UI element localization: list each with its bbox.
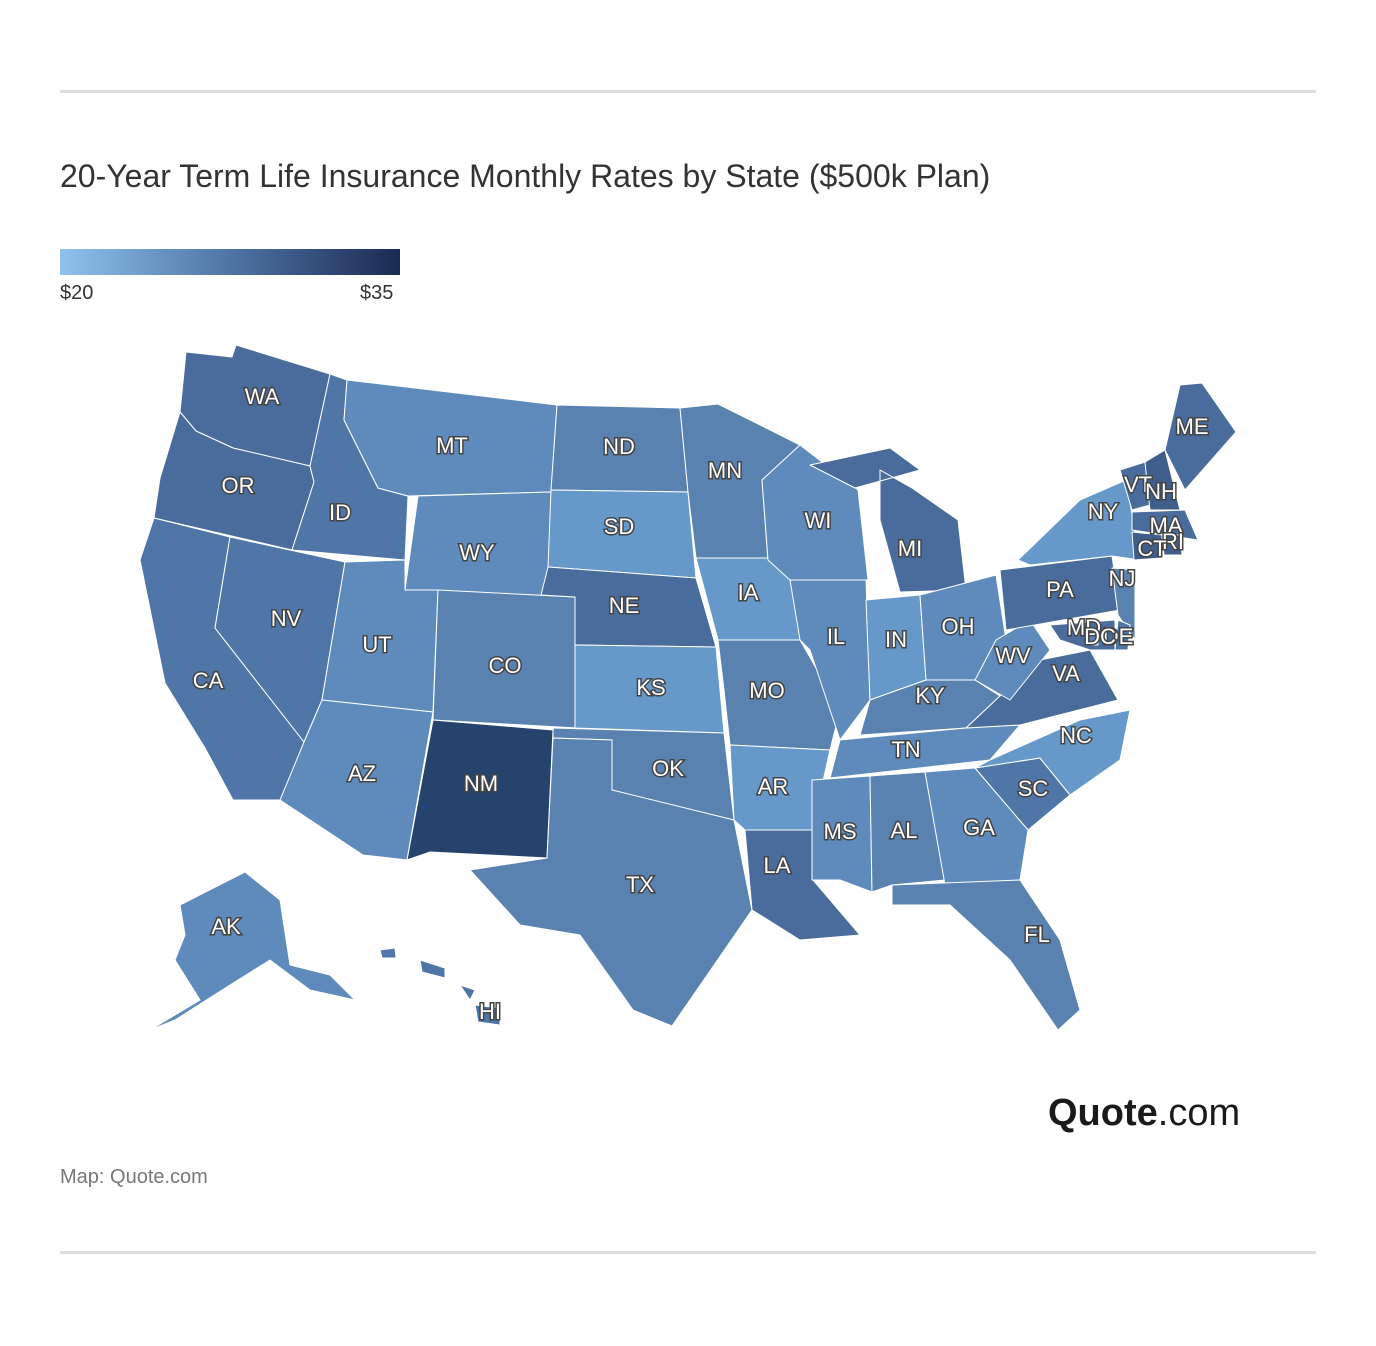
legend-min-label: $20: [60, 282, 94, 304]
logo-light-text: .com: [1157, 1092, 1241, 1134]
state-label-me: ME: [1176, 414, 1209, 439]
state-label-ak: AK: [211, 914, 241, 939]
state-label-nv: NV: [271, 606, 302, 631]
state-label-az: AZ: [348, 761, 376, 786]
state-label-oh: OH: [942, 614, 975, 639]
color-scale-bar: [60, 249, 400, 275]
state-label-nc: NC: [1060, 723, 1092, 748]
state-label-dc: DC: [1084, 624, 1116, 649]
state-label-mt: MT: [436, 433, 468, 458]
state-label-nd: ND: [603, 434, 635, 459]
bottom-divider: [60, 1251, 1316, 1254]
state-label-ut: UT: [362, 632, 391, 657]
map-source: Map: Quote.com: [60, 1166, 208, 1188]
state-label-wa: WA: [245, 384, 280, 409]
state-ct: [1131, 531, 1163, 561]
state-fl: [891, 879, 1081, 1031]
state-label-nh: NH: [1145, 479, 1177, 504]
logo-strong-text: Quote: [1048, 1092, 1158, 1134]
state-label-ar: AR: [758, 774, 789, 799]
state-nj: [1111, 567, 1136, 641]
state-hi: [379, 947, 501, 1026]
state-label-sd: SD: [604, 514, 635, 539]
state-label-co: CO: [489, 653, 522, 678]
state-label-ne: NE: [609, 593, 640, 618]
state-label-hi: HI: [479, 999, 501, 1024]
state-label-la: LA: [764, 853, 791, 878]
state-label-ny: NY: [1088, 499, 1119, 524]
state-label-de: DE: [1103, 624, 1134, 649]
state-label-id: ID: [329, 500, 351, 525]
state-label-sc: SC: [1018, 776, 1049, 801]
state-label-ky: KY: [915, 683, 945, 708]
state-label-il: IL: [827, 624, 845, 649]
state-tn: [829, 724, 1021, 779]
state-ma: [1131, 509, 1199, 541]
state-label-va: VA: [1052, 661, 1080, 686]
state-label-tn: TN: [891, 737, 920, 762]
state-label-ia: IA: [738, 580, 759, 605]
state-label-md: MD: [1067, 615, 1101, 640]
state-me: [1164, 382, 1237, 491]
state-ms: [811, 775, 873, 893]
state-label-wy: WY: [459, 540, 495, 565]
state-label-ga: GA: [963, 815, 995, 840]
state-dc: [1087, 634, 1099, 646]
state-label-ma: MA: [1150, 513, 1183, 538]
state-ak: [149, 871, 356, 1031]
state-label-fl: FL: [1024, 922, 1050, 947]
state-al: [869, 771, 946, 893]
state-label-wi: WI: [805, 508, 832, 533]
state-label-nm: NM: [464, 771, 498, 796]
state-label-ct: CT: [1137, 536, 1166, 561]
state-label-ca: CA: [193, 668, 224, 693]
state-label-mn: MN: [708, 458, 742, 483]
state-ny: [1017, 479, 1141, 566]
map-title: 20-Year Term Life Insurance Monthly Rate…: [60, 158, 991, 194]
state-ga: [924, 767, 1029, 886]
state-de: [1114, 619, 1131, 651]
state-tx: [469, 737, 753, 1027]
state-label-pa: PA: [1046, 577, 1074, 602]
legend-max-label: $35: [360, 282, 394, 304]
state-label-or: OR: [222, 473, 255, 498]
state-md: [1049, 619, 1116, 651]
state-label-mo: MO: [749, 678, 784, 703]
state-label-ri: RI: [1162, 529, 1184, 554]
state-label-nj: NJ: [1109, 566, 1136, 591]
state-nc: [974, 709, 1131, 796]
state-label-wv: WV: [995, 643, 1031, 668]
state-label-al: AL: [891, 818, 918, 843]
state-label-ok: OK: [652, 756, 684, 781]
state-ri: [1161, 534, 1183, 556]
state-label-ms: MS: [824, 819, 857, 844]
state-label-mi: MI: [898, 536, 922, 561]
top-divider: [60, 90, 1316, 93]
state-label-vt: VT: [1124, 472, 1152, 497]
quote-logo: Quote.com: [1048, 1092, 1240, 1135]
state-label-ks: KS: [636, 675, 665, 700]
state-label-in: IN: [885, 627, 907, 652]
state-nm: [406, 719, 554, 861]
state-label-tx: TX: [626, 872, 654, 897]
